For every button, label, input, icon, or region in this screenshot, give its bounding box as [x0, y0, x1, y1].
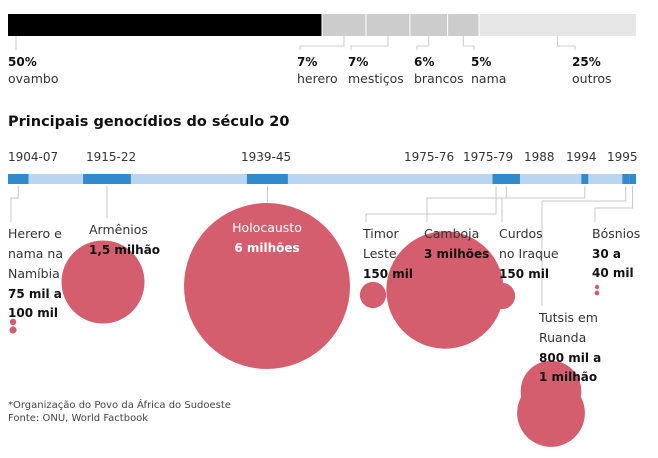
stack-value-outros: 25% — [572, 55, 601, 69]
timeline-track — [8, 174, 636, 184]
bubble-1939-45 — [184, 203, 350, 369]
stack-category-brancos: brancos — [414, 71, 464, 86]
bubble-min-1904-07 — [9, 318, 17, 326]
stack-value-nama: 5% — [471, 55, 491, 69]
stack-value-ovambo: 50% — [8, 55, 37, 69]
bubble-max-1904-07 — [9, 326, 17, 334]
event-6-deaths-line: 800 mil a — [539, 351, 601, 365]
event-1-name-line: Armênios — [89, 222, 148, 237]
timeline-connectors — [10, 186, 634, 306]
stack-value-herero: 7% — [297, 55, 317, 69]
footnote: *Organização do Povo da África do Sudoes… — [8, 398, 231, 411]
population-stacked-bar — [8, 14, 636, 36]
event-3-deaths-line: 150 mil — [363, 267, 413, 281]
timeline-title: Principais genocídios do século 20 — [8, 114, 289, 130]
event-0-name-line: Namíbia — [8, 266, 60, 281]
stack-category-nama: nama — [471, 71, 506, 86]
period-1988 — [581, 174, 589, 184]
bubble-max-1995 — [594, 290, 600, 296]
bubble-max-1994 — [517, 379, 585, 447]
event-7-name-line: Bósnios — [592, 226, 640, 241]
bubble-1915-22 — [61, 240, 145, 324]
connector-1995 — [594, 186, 634, 222]
period-1904-07 — [8, 174, 29, 184]
stack-category-outros: outros — [572, 71, 612, 86]
year-label-1939-45: 1939-45 — [241, 150, 291, 164]
stack-segment-outros — [479, 14, 636, 36]
death-bubbles — [9, 203, 600, 447]
bubble-1975-79 — [386, 231, 504, 349]
connector-1975-76 — [365, 186, 497, 222]
event-2-name-line: Holocausto — [232, 220, 302, 235]
stack-value-mestiços: 7% — [348, 55, 368, 69]
event-6-name-line: Ruanda — [539, 330, 586, 345]
source-note: Fonte: ONU, World Factbook — [8, 413, 148, 424]
event-labels: Herero e nama na Namíbia 75 mil a 100 mil Arm… — [8, 220, 640, 384]
stack-segment-nama — [447, 14, 479, 36]
stack-value-brancos: 6% — [414, 55, 434, 69]
stack-leader-herero — [299, 36, 345, 50]
stack-category-mestiços: mestiços — [348, 71, 404, 86]
year-label-1915-22: 1915-22 — [86, 150, 136, 164]
stack-segment-mestiços — [365, 14, 410, 36]
year-label-1975-79: 1975-79 — [463, 150, 513, 164]
event-5-name-line: no Iraque — [499, 246, 559, 261]
event-0-name-line: Herero e — [8, 226, 62, 241]
stack-leader-nama — [462, 36, 475, 50]
event-7-deaths-line: 40 mil — [592, 266, 634, 280]
period-1939-45 — [246, 174, 288, 184]
stack-leader-outros — [557, 36, 576, 50]
population-labels: 50% ovambo 7% herero 7% mestiços 6% brancos 5% na… — [8, 36, 612, 86]
event-5-deaths-line: 150 mil — [499, 267, 549, 281]
event-4-deaths-line: 3 milhões — [424, 247, 489, 261]
connector-1975-79 — [426, 186, 507, 222]
event-2-deaths-line: 6 milhões — [234, 241, 299, 255]
event-6-name-line: Tutsis em — [538, 310, 598, 325]
connector-1904-07 — [10, 186, 19, 222]
stack-category-ovambo: ovambo — [8, 71, 58, 86]
bubble-min-1995 — [594, 284, 600, 290]
event-4-name-line: Camboja — [424, 226, 479, 241]
connector-1988 — [501, 186, 586, 222]
event-5-name-line: Curdos — [499, 226, 543, 241]
year-label-1994: 1994 — [566, 150, 597, 164]
connector-1994 — [541, 186, 627, 306]
stack-category-herero: herero — [297, 71, 338, 86]
timeline-year-labels: 1904-07 1915-22 1939-45 1975-76 1975-79 1988 1… — [8, 150, 638, 164]
period-1975-79 — [492, 174, 520, 184]
event-1-deaths-line: 1,5 milhão — [89, 243, 160, 257]
period-1994 — [622, 174, 630, 184]
event-3-name-line: Timor — [362, 226, 400, 241]
stack-leader-brancos — [416, 36, 430, 50]
event-7-deaths-line: 30 a — [592, 247, 621, 261]
stack-segment-herero — [322, 14, 366, 36]
bubble-1975-76 — [359, 281, 387, 309]
event-0-name-line: nama na — [8, 246, 63, 261]
event-0-deaths-line: 75 mil a — [8, 287, 62, 301]
stack-segment-brancos — [409, 14, 448, 36]
event-0-deaths-line: 100 mil — [8, 306, 58, 320]
event-3-name-line: Leste — [363, 246, 397, 261]
period-1915-22 — [83, 174, 131, 184]
stack-leader-mestiços — [350, 36, 389, 50]
year-label-1975-76: 1975-76 — [404, 150, 454, 164]
timeline-periods — [8, 174, 636, 184]
year-label-1904-07: 1904-07 — [8, 150, 58, 164]
year-label-1988: 1988 — [524, 150, 555, 164]
stack-segment-ovambo — [8, 14, 322, 36]
event-6-deaths-line: 1 milhão — [539, 370, 597, 384]
year-label-1995: 1995 — [607, 150, 638, 164]
bubble-1988 — [488, 282, 516, 310]
period-1995 — [629, 174, 636, 184]
